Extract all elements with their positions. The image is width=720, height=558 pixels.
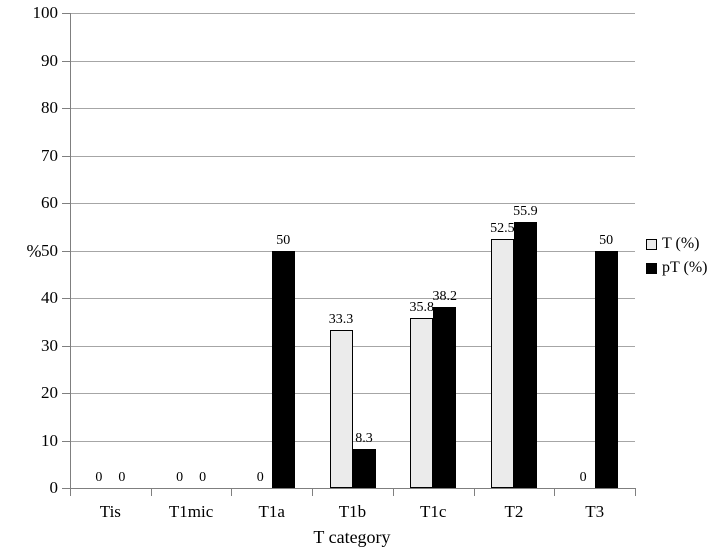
y-tick <box>62 345 70 347</box>
y-gridline <box>70 155 635 157</box>
bar-value-label: 0 <box>118 470 126 485</box>
x-tick <box>150 489 152 496</box>
legend-marker-icon <box>646 262 657 274</box>
y-gridline <box>70 108 635 109</box>
x-tick <box>554 489 556 496</box>
legend-item: pT (%) <box>646 256 707 280</box>
x-category-label: Tis <box>99 502 121 521</box>
x-category-label: T1c <box>419 502 447 521</box>
y-gridline <box>70 13 635 14</box>
y-tick <box>62 155 70 157</box>
bar-value-label: 55.9 <box>513 204 538 220</box>
y-gridline <box>70 393 635 394</box>
y-tick-label: 20 <box>41 383 58 402</box>
legend-marker-icon <box>646 238 657 250</box>
y-tick-label: 50 <box>41 240 58 260</box>
y-tick <box>62 203 70 204</box>
x-tick <box>473 489 475 496</box>
y-tick <box>62 298 70 299</box>
y-tick-label: 100 <box>32 3 59 22</box>
x-tick <box>231 489 233 496</box>
bar-value-label: 0 <box>256 470 264 485</box>
y-gridline <box>70 298 635 299</box>
bar-value-label: 8.3 <box>355 430 373 446</box>
bar-pT <box>271 250 295 488</box>
y-tick <box>62 60 70 62</box>
y-tick <box>62 393 70 394</box>
x-category-label: T1a <box>258 502 285 521</box>
bar-T <box>490 238 514 488</box>
bar-value-label: 38.2 <box>432 288 457 304</box>
x-tick <box>635 489 636 496</box>
x-tick <box>392 489 394 496</box>
x-tick <box>70 489 71 496</box>
bar-value-label: 0 <box>95 470 103 485</box>
y-gridline <box>70 203 635 204</box>
y-gridline <box>70 250 635 252</box>
y-gridline <box>70 345 635 347</box>
legend-label: T (%) <box>662 235 700 252</box>
bar-value-label: 0 <box>176 470 184 485</box>
bar-value-label: 33.3 <box>328 311 354 327</box>
x-category-label: T2 <box>504 502 524 521</box>
x-category-label: T1mic <box>168 502 214 521</box>
bar-value-label: 50 <box>599 232 614 248</box>
bar-pT <box>513 222 537 488</box>
y-tick <box>62 13 70 14</box>
y-tick-label: 90 <box>41 50 58 70</box>
bar-value-label: 35.8 <box>409 299 434 315</box>
legend: T (%) pT (%) <box>646 232 707 280</box>
y-tick-label: 0 <box>49 478 59 497</box>
y-tick-label: 80 <box>41 98 58 117</box>
bar-pT <box>433 306 457 488</box>
legend-item: T (%) <box>646 232 707 256</box>
bar-T <box>329 329 353 488</box>
legend-label: pT (%) <box>662 259 708 276</box>
y-tick-label: 60 <box>41 193 58 212</box>
bar-pT <box>594 250 618 488</box>
y-gridline <box>70 440 635 442</box>
bar-value-label: 0 <box>199 470 207 485</box>
x-category-label: T3 <box>585 502 605 521</box>
y-tick <box>62 108 70 109</box>
y-gridline <box>70 60 635 62</box>
y-tick-label: 10 <box>41 430 58 450</box>
bar-pT <box>352 448 376 488</box>
bar-value-label: 0 <box>579 470 587 485</box>
y-tick <box>62 440 70 442</box>
y-axis-title: % <box>26 241 42 261</box>
x-tick <box>312 489 314 496</box>
y-tick-label: 40 <box>41 288 58 307</box>
x-category-label: T1b <box>338 502 367 521</box>
bar-value-label: 50 <box>276 232 291 248</box>
y-tick-label: 70 <box>41 145 58 165</box>
x-axis-line <box>70 488 636 489</box>
y-tick <box>62 250 70 252</box>
x-axis-title: T category <box>313 527 391 547</box>
bar-T <box>410 317 434 488</box>
bar-value-label: 52.5 <box>490 220 515 236</box>
y-tick <box>62 488 70 489</box>
y-tick-label: 30 <box>41 335 58 355</box>
y-axis-line <box>70 13 71 488</box>
